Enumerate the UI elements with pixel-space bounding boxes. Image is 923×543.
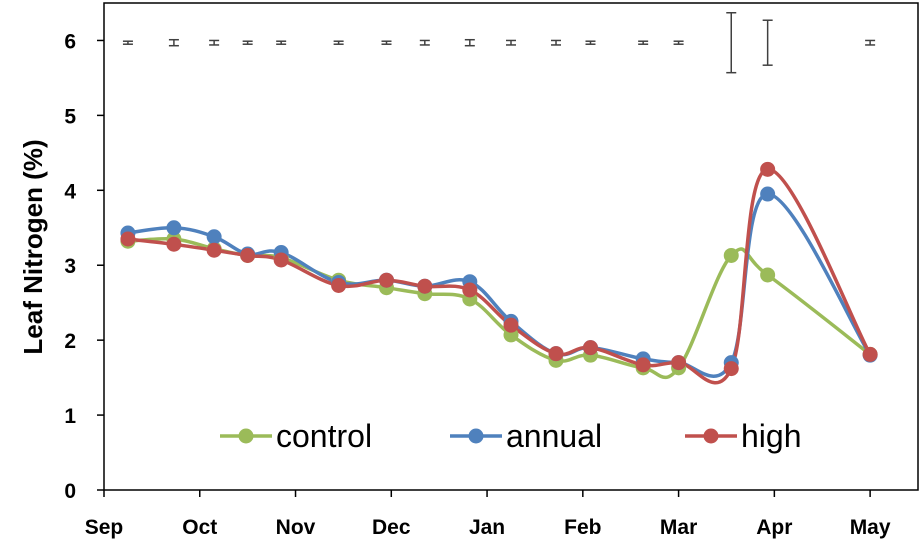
y-axis-title: Leaf Nitrogen (%): [18, 139, 48, 354]
x-tick-label: May: [850, 516, 891, 539]
data-point-high: [166, 236, 182, 252]
data-point-high: [120, 231, 136, 247]
data-point-control: [760, 267, 776, 283]
y-tick-label: 2: [64, 330, 76, 353]
data-point-high: [417, 278, 433, 294]
data-point-high: [503, 317, 519, 333]
legend-label-annual: annual: [506, 418, 602, 454]
data-point-annual: [166, 220, 182, 236]
x-axis-ticks: Sep Oct Nov Dec Jan Feb Mar Apr May: [85, 490, 891, 539]
x-tick-label: Feb: [564, 516, 601, 539]
data-point-high: [273, 252, 289, 268]
data-point-high: [635, 357, 651, 373]
data-point-high: [240, 247, 256, 263]
data-point-high: [862, 346, 878, 362]
data-point-annual: [206, 229, 222, 245]
data-point-high: [331, 277, 347, 293]
x-tick-label: Apr: [756, 516, 792, 539]
data-point-high: [462, 282, 478, 298]
legend-marker-control: [238, 428, 254, 444]
y-tick-label: 6: [64, 30, 76, 53]
legend-label-control: control: [276, 418, 372, 454]
legend-marker-high: [703, 428, 719, 444]
data-point-high: [582, 340, 598, 356]
y-tick-label: 3: [64, 255, 76, 278]
x-tick-label: Sep: [85, 516, 124, 539]
data-point-high: [723, 361, 739, 377]
data-point-high: [760, 161, 776, 177]
data-point-high: [206, 242, 222, 258]
x-tick-label: Mar: [660, 516, 697, 539]
legend: control annual high: [220, 418, 802, 454]
data-point-annual: [760, 186, 776, 202]
series-line-annual: [127, 192, 872, 378]
data-point-high: [548, 346, 564, 362]
x-tick-label: Oct: [182, 516, 217, 539]
x-tick-label: Nov: [276, 516, 316, 539]
series-lines: [127, 167, 872, 385]
data-point-high: [671, 355, 687, 371]
x-tick-label: Jan: [469, 516, 505, 539]
data-point-control: [723, 247, 739, 263]
y-tick-label: 1: [64, 405, 76, 428]
y-tick-label: 4: [64, 180, 76, 203]
legend-marker-annual: [468, 428, 484, 444]
data-point-high: [379, 272, 395, 288]
error-bars: [122, 11, 876, 74]
series-points: [120, 161, 878, 377]
x-tick-label: Dec: [372, 516, 411, 539]
plot-area-frame: [103, 2, 919, 491]
y-tick-label: 5: [64, 105, 76, 128]
y-tick-label: 0: [64, 480, 76, 503]
y-axis-ticks: 0 1 2 3 4 5 6: [64, 30, 104, 503]
legend-label-high: high: [741, 418, 802, 454]
